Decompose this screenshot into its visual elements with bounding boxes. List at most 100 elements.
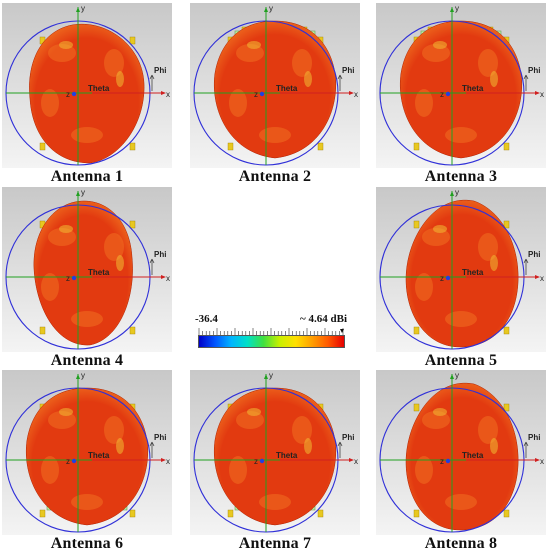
gain-region — [59, 225, 73, 233]
x-axis-label: x — [166, 457, 170, 466]
theta-label: Theta — [462, 451, 484, 460]
gain-region — [104, 233, 124, 261]
scale-ticks — [198, 328, 344, 335]
max-marker — [340, 329, 344, 333]
antenna-5-tile: y x z Theta Phi Antenna 5 — [376, 187, 546, 369]
origin-marker — [445, 275, 451, 281]
radiation-pattern-8: y x z Theta Phi — [376, 370, 546, 535]
scale-min-label: -36.4 — [195, 313, 218, 325]
gain-region — [259, 127, 291, 143]
radiation-pattern-1: y x z Theta Phi — [2, 3, 172, 168]
gain-region — [478, 233, 498, 261]
port-connector — [503, 403, 510, 412]
gain-region — [247, 408, 261, 416]
antenna-5-label: Antenna 5 — [424, 352, 498, 369]
gain-region — [71, 127, 103, 143]
x-arrow — [161, 275, 166, 279]
x-arrow — [349, 91, 354, 95]
phi-arrow — [337, 74, 343, 91]
x-axis-label: x — [166, 274, 170, 283]
port-connector — [39, 509, 46, 518]
x-arrow — [535, 458, 540, 462]
x-arrow — [535, 275, 540, 279]
gain-region — [116, 438, 124, 454]
x-axis-label: x — [540, 457, 544, 466]
gain-region — [59, 41, 73, 49]
x-arrow — [349, 458, 354, 462]
theta-label: Theta — [462, 268, 484, 277]
theta-label: Theta — [88, 451, 110, 460]
phi-label: Phi — [154, 433, 166, 442]
gain-region — [41, 273, 59, 301]
z-axis-label: z — [440, 274, 444, 283]
y-axis-label: y — [455, 4, 459, 13]
theta-label: Theta — [88, 84, 110, 93]
y-arrow — [76, 374, 80, 379]
gain-region — [247, 41, 261, 49]
antenna-7-label: Antenna 7 — [238, 535, 312, 552]
phi-arrow — [149, 74, 155, 91]
radiation-pattern-6: y x z Theta Phi — [2, 370, 172, 535]
gain-region — [445, 494, 477, 510]
z-axis-label: z — [440, 90, 444, 99]
phi-label: Phi — [342, 66, 354, 75]
y-arrow — [76, 7, 80, 12]
port-connector — [413, 220, 420, 229]
radiation-pattern-4: y x z Theta Phi — [2, 187, 172, 352]
x-arrow — [161, 91, 166, 95]
antenna-1-label: Antenna 1 — [50, 168, 124, 185]
gain-region — [304, 71, 312, 87]
y-axis-label: y — [455, 371, 459, 380]
gain-region — [415, 89, 433, 117]
port-connector — [39, 142, 46, 151]
antenna-4-label: Antenna 4 — [50, 352, 124, 369]
phi-label: Phi — [342, 433, 354, 442]
z-axis-label: z — [66, 274, 70, 283]
port-connector — [413, 326, 420, 335]
x-arrow — [161, 458, 166, 462]
port-connector — [413, 142, 420, 151]
gain-region — [229, 456, 247, 484]
port-connector — [503, 220, 510, 229]
gain-region — [490, 71, 498, 87]
port-connector — [129, 326, 136, 335]
gain-region — [41, 456, 59, 484]
gain-region — [104, 49, 124, 77]
port-connector — [503, 326, 510, 335]
y-arrow — [450, 7, 454, 12]
phi-label: Phi — [154, 66, 166, 75]
phi-arrow — [337, 441, 343, 458]
gain-region — [71, 311, 103, 327]
gain-region — [478, 49, 498, 77]
port-connector — [317, 509, 324, 518]
radiation-pattern-2: y x z Theta Phi — [190, 3, 360, 168]
phi-label: Phi — [528, 250, 540, 259]
antenna-8-tile: y x z Theta Phi Antenna 8 — [376, 370, 546, 552]
origin-marker — [71, 275, 77, 281]
scale-max-label: ~ 4.64 dBi — [300, 313, 347, 325]
z-axis-label: z — [254, 90, 258, 99]
phi-arrow — [149, 258, 155, 275]
gain-region — [433, 408, 447, 416]
antenna-6-label: Antenna 6 — [50, 535, 124, 552]
port-connector — [503, 509, 510, 518]
port-connector — [129, 220, 136, 229]
port-connector — [317, 142, 324, 151]
gain-region — [415, 273, 433, 301]
gain-region — [292, 49, 312, 77]
gain-region — [59, 408, 73, 416]
antenna-3-tile: y x z Theta Phi Antenna 3 — [376, 3, 546, 185]
antenna-4-tile: y x z Theta Phi Antenna 4 — [2, 187, 172, 369]
z-axis-label: z — [66, 457, 70, 466]
origin-marker — [71, 91, 77, 97]
port-connector — [227, 142, 234, 151]
antenna-7-tile: y x z Theta Phi Antenna 7 — [190, 370, 360, 552]
gain-region — [445, 127, 477, 143]
x-arrow — [535, 91, 540, 95]
origin-marker — [259, 458, 265, 464]
y-arrow — [76, 191, 80, 196]
antenna-8-label: Antenna 8 — [424, 535, 498, 552]
y-axis-label: y — [81, 371, 85, 380]
phi-label: Phi — [528, 66, 540, 75]
radiation-pattern-7: y x z Theta Phi — [190, 370, 360, 535]
